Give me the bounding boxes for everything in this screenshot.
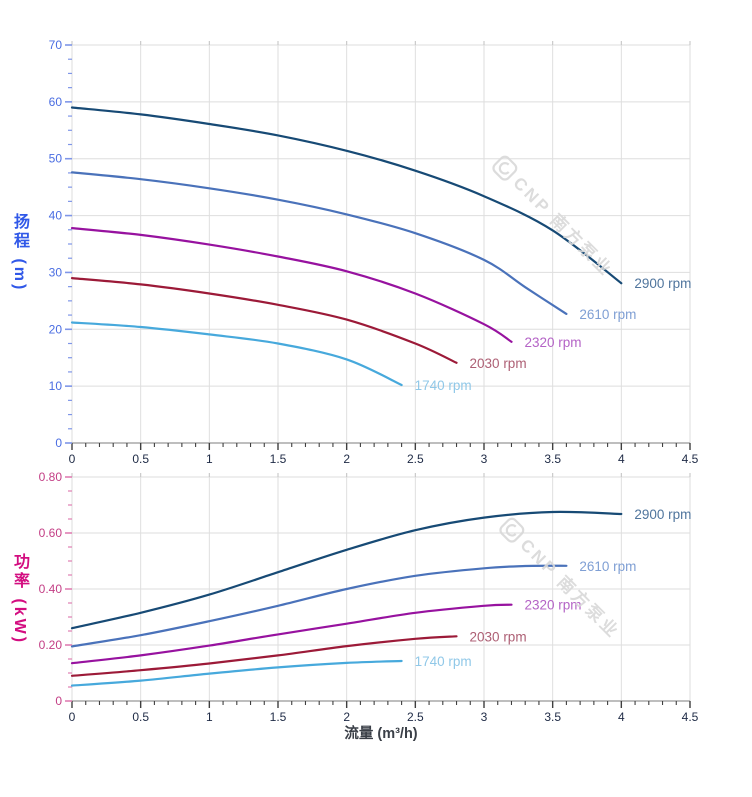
y-tick-label: 0.60 <box>39 526 63 540</box>
x-tick-label: 0.5 <box>132 710 149 724</box>
power-axis-title: 功率 (kW) <box>11 553 28 646</box>
x-tick-label: 4.5 <box>682 710 699 724</box>
y-tick-label: 0.80 <box>39 470 63 484</box>
chart-power-vs-flow: 0 0.5 1 1.5 2 2.5 3 3.5 4 4.5 0 0.20 0.40 0.60 0.80 290… <box>39 470 699 724</box>
x-tick-label: 3.5 <box>544 452 561 466</box>
y-tick-label: 50 <box>49 152 63 166</box>
x-tick-label: 1 <box>206 452 213 466</box>
x-tick-label: 4.5 <box>682 452 699 466</box>
chart-head-vs-flow: 0 0.5 1 1.5 2 2.5 3 3.5 4 4.5 0 10 20 30 40 50 60 70 2900 … <box>49 38 699 466</box>
curve-label-2320-rpm: 2320 rpm <box>524 598 581 613</box>
flow-axis-title: 流量 (m³/h) <box>344 726 418 742</box>
x-tick-label: 0.5 <box>132 452 149 466</box>
curve-2610-rpm <box>70 564 568 648</box>
curve-2320-rpm <box>70 227 513 343</box>
x-tick-label: 0 <box>69 452 76 466</box>
y-tick-label: 70 <box>49 38 63 52</box>
curve-2900-rpm <box>70 510 623 630</box>
curve-label-2030-rpm: 2030 rpm <box>470 356 527 371</box>
cnp-logo-swirl-icon <box>498 162 510 175</box>
x-axis-ticks: 0 0.5 1 1.5 2 2.5 3 3.5 4 4.5 <box>69 41 699 466</box>
curve-1740-rpm <box>70 321 403 387</box>
y-tick-label: 60 <box>49 95 63 109</box>
y-tick-label: 0.20 <box>39 638 63 652</box>
curve-label-2900-rpm: 2900 rpm <box>634 507 691 522</box>
x-tick-label: 1.5 <box>270 452 287 466</box>
head-axis-title: 扬程 (m) <box>11 213 28 293</box>
x-tick-label: 0 <box>69 710 76 724</box>
y-tick-label: 30 <box>49 265 63 279</box>
x-tick-label: 2.5 <box>407 452 424 466</box>
x-tick-label: 1 <box>206 710 213 724</box>
curve-label-2610-rpm: 2610 rpm <box>579 307 636 322</box>
cnp-logo-swirl-icon <box>505 524 517 537</box>
x-tick-label: 3 <box>481 710 488 724</box>
curve-label-1740-rpm: 1740 rpm <box>415 378 472 393</box>
gridlines <box>71 44 691 443</box>
x-tick-label: 3.5 <box>544 710 561 724</box>
x-tick-label: 2 <box>343 452 350 466</box>
curve-label-2900-rpm: 2900 rpm <box>634 276 691 291</box>
curve-2030-rpm <box>70 635 458 677</box>
y-tick-label: 40 <box>49 209 63 223</box>
y-tick-label: 0.40 <box>39 582 63 596</box>
y-axis-ticks: 0 0.20 0.40 0.60 0.80 <box>39 470 72 708</box>
curve-2900-rpm <box>70 106 623 285</box>
x-tick-label: 3 <box>481 452 488 466</box>
curve-2320-rpm <box>70 603 513 665</box>
plot-border <box>71 44 691 444</box>
curve-2030-rpm <box>70 277 458 364</box>
curve-label-2320-rpm: 2320 rpm <box>524 335 581 350</box>
y-tick-label: 0 <box>55 694 62 708</box>
cnp-logo-icon <box>492 155 518 181</box>
x-tick-label: 4 <box>618 710 625 724</box>
y-axis-ticks: 0 10 20 30 40 50 60 70 <box>49 38 72 450</box>
x-tick-label: 2 <box>343 710 350 724</box>
x-tick-label: 1.5 <box>270 710 287 724</box>
curve-2610-rpm <box>70 171 568 315</box>
x-tick-label: 2.5 <box>407 710 424 724</box>
y-tick-label: 0 <box>55 436 62 450</box>
x-axis-ticks: 0 0.5 1 1.5 2 2.5 3 3.5 4 4.5 <box>69 473 699 724</box>
curve-label-1740-rpm: 1740 rpm <box>415 654 472 669</box>
y-tick-label: 20 <box>49 322 63 336</box>
curve-label-2030-rpm: 2030 rpm <box>470 629 527 644</box>
y-tick-label: 10 <box>49 379 63 393</box>
x-tick-label: 4 <box>618 452 625 466</box>
watermark-text: CNP 南方泵业 <box>509 173 617 281</box>
curve-1740-rpm <box>70 659 403 687</box>
cnp-logo-icon <box>499 517 525 543</box>
watermark: CNP 南方泵业 <box>499 517 624 642</box>
curve-label-2610-rpm: 2610 rpm <box>579 559 636 574</box>
watermark: CNP 南方泵业 <box>492 155 617 281</box>
